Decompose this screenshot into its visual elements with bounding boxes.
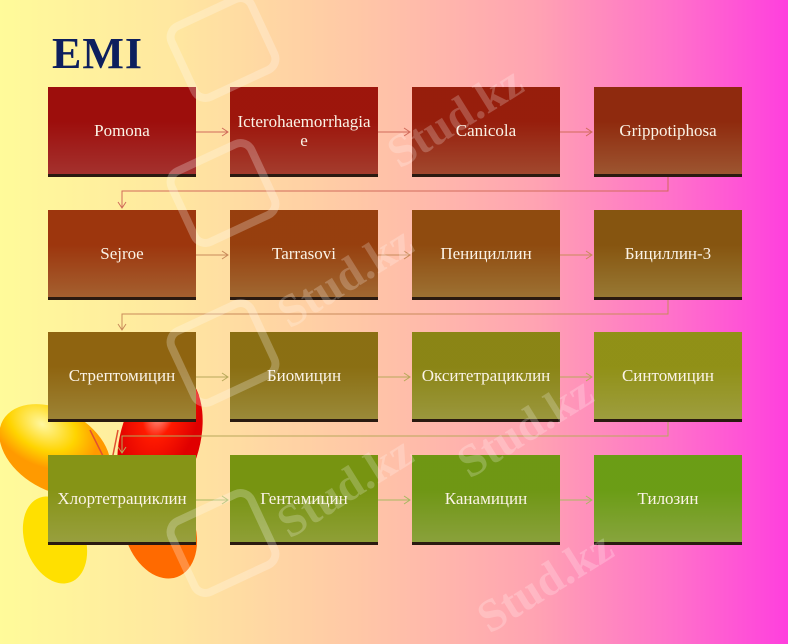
connector-arrow: [117, 422, 669, 454]
flow-step-box: Grippotiphosa: [594, 87, 742, 177]
flow-step-box: Синтомицин: [594, 332, 742, 422]
flow-step-box: Биомицин: [230, 332, 378, 422]
connector-arrow: [117, 300, 669, 331]
flow-step-box: Pomona: [48, 87, 196, 177]
flow-step-box: Гентамицин: [230, 455, 378, 545]
connector-arrow: [560, 127, 593, 137]
connector-arrow: [378, 127, 411, 137]
connector-arrow: [196, 250, 229, 260]
flow-step-box: Окситетрациклин: [412, 332, 560, 422]
connector-arrow: [196, 495, 229, 505]
flow-step-box: Стрептомицин: [48, 332, 196, 422]
flow-step-box: Tarrasovi: [230, 210, 378, 300]
connector-arrow: [560, 372, 593, 382]
connector-arrow: [117, 177, 669, 209]
connector-arrow: [196, 127, 229, 137]
slide-title: EMI: [52, 29, 143, 78]
connector-arrow: [378, 495, 411, 505]
flow-step-box: Icterohaemorrhagiae: [230, 87, 378, 177]
flow-step-box: Бициллин-3: [594, 210, 742, 300]
flow-step-box: Пенициллин: [412, 210, 560, 300]
flow-connectors: [117, 127, 669, 505]
flow-step-box: Канамицин: [412, 455, 560, 545]
connector-arrow: [560, 495, 593, 505]
flow-step-box: Тилозин: [594, 455, 742, 545]
connector-arrow: [378, 372, 411, 382]
flow-step-box: Canicola: [412, 87, 560, 177]
flow-step-box: Sejroe: [48, 210, 196, 300]
connector-arrow: [378, 250, 411, 260]
connector-arrow: [560, 250, 593, 260]
flow-step-box: Хлортетрациклин: [48, 455, 196, 545]
connector-arrow: [196, 372, 229, 382]
